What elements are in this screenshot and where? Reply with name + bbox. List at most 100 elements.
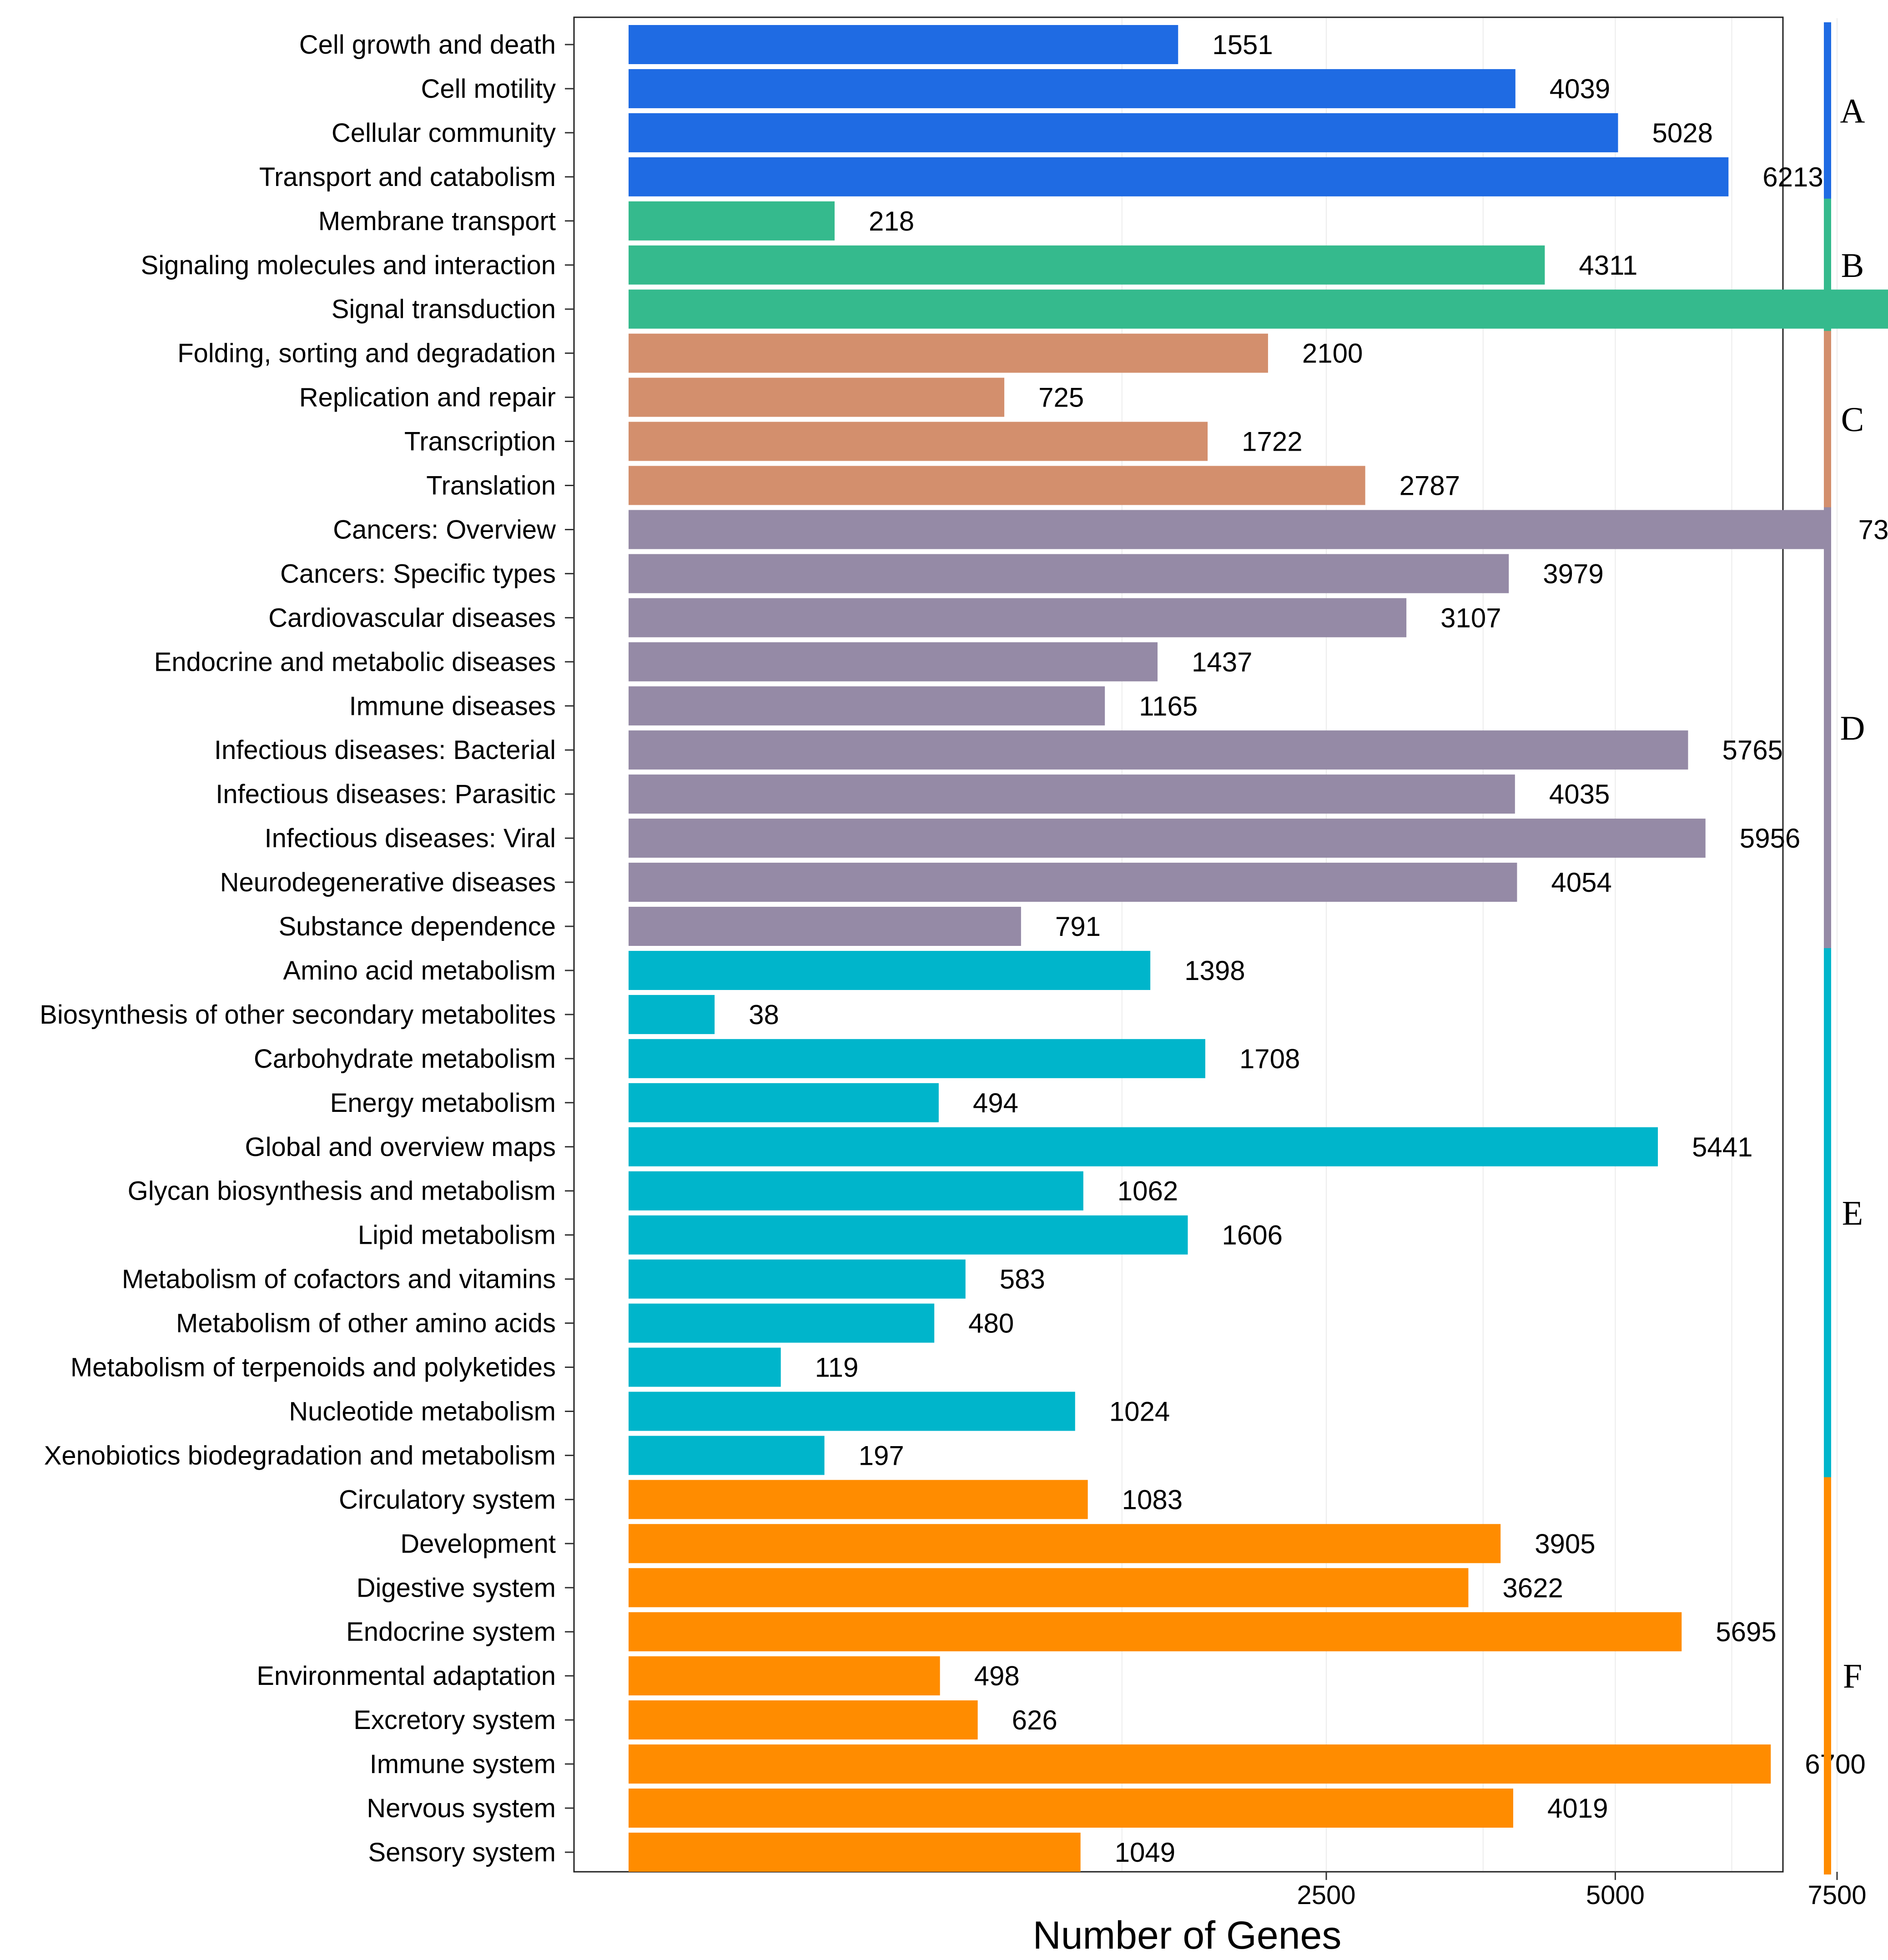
category-label: Metabolism of cofactors and vitamins — [122, 1265, 556, 1294]
category-label: Amino acid metabolism — [283, 956, 556, 985]
value-label: 7341 — [1858, 514, 1888, 545]
category-label: Biosynthesis of other secondary metaboli… — [40, 1000, 556, 1030]
category-label: Endocrine system — [346, 1617, 556, 1647]
bar — [629, 774, 1515, 814]
category-label: Infectious diseases: Viral — [265, 824, 556, 853]
x-axis-title: Number of Genes — [1033, 1914, 1342, 1957]
bar — [629, 333, 1268, 373]
group-label: C — [1841, 401, 1864, 439]
value-label: 3979 — [1543, 558, 1603, 589]
bar — [629, 157, 1729, 196]
category-label: Sensory system — [368, 1838, 556, 1867]
value-label: 480 — [968, 1308, 1014, 1339]
group-stripe — [1824, 22, 1831, 199]
bar — [629, 1083, 939, 1122]
bar — [629, 598, 1407, 638]
value-label: 791 — [1055, 911, 1101, 942]
bar — [629, 1039, 1205, 1078]
value-label: 3905 — [1535, 1528, 1595, 1559]
value-label: 5441 — [1692, 1132, 1752, 1162]
bar — [629, 377, 1005, 417]
category-label: Cell motility — [421, 74, 556, 104]
category-label: Membrane transport — [318, 206, 556, 236]
category-label: Replication and repair — [299, 383, 556, 412]
bar — [629, 466, 1365, 505]
bar — [629, 1789, 1513, 1828]
category-label: Cancers: Specific types — [280, 559, 556, 588]
category-label: Transcription — [404, 427, 556, 457]
value-label: 494 — [973, 1088, 1018, 1118]
value-label: 4039 — [1550, 74, 1610, 104]
bar — [629, 422, 1208, 461]
value-labels: 1551403950286213218431199752100725172227… — [749, 30, 1888, 1868]
value-label: 1708 — [1239, 1044, 1300, 1074]
bar — [629, 554, 1509, 593]
group-stripe — [1824, 198, 1831, 332]
value-label: 4311 — [1579, 250, 1637, 281]
value-label: 3107 — [1440, 603, 1501, 633]
bar — [629, 289, 1888, 329]
value-label: 583 — [1000, 1264, 1045, 1295]
value-label: 6700 — [1805, 1749, 1865, 1779]
bars — [629, 25, 1888, 1872]
category-label: Excretory system — [353, 1705, 556, 1735]
bar — [629, 1303, 935, 1343]
group-label: D — [1840, 709, 1865, 748]
bar — [629, 1524, 1501, 1563]
value-label: 1398 — [1184, 955, 1245, 986]
category-label: Cellular community — [332, 118, 556, 148]
category-label: Signal transduction — [332, 295, 556, 324]
bar — [629, 1215, 1188, 1255]
category-label: Immune diseases — [349, 691, 556, 721]
category-labels: Cell growth and death Cell motility Cellul… — [40, 30, 574, 1867]
category-label: Carbohydrate metabolism — [254, 1044, 556, 1074]
bar — [629, 863, 1517, 902]
bar — [629, 730, 1688, 770]
group-label: E — [1842, 1194, 1863, 1232]
category-label: Cardiovascular diseases — [268, 603, 556, 633]
category-label: Translation — [426, 471, 556, 501]
value-label: 38 — [749, 1000, 779, 1030]
bar — [629, 819, 1706, 858]
value-label: 1049 — [1115, 1837, 1175, 1868]
value-label: 498 — [974, 1661, 1020, 1691]
category-label: Lipid metabolism — [358, 1221, 556, 1250]
category-label: Digestive system — [357, 1573, 556, 1603]
bar — [629, 1259, 966, 1299]
bar — [629, 1656, 940, 1696]
category-label: Immune system — [370, 1749, 556, 1779]
value-label: 1437 — [1192, 647, 1252, 677]
value-label: 2787 — [1400, 471, 1460, 501]
x-tick-label: 7500 — [1807, 1880, 1866, 1910]
bar — [629, 950, 1151, 990]
bar — [629, 1612, 1682, 1652]
value-label: 1722 — [1242, 427, 1302, 457]
value-label: 5765 — [1722, 735, 1782, 765]
value-label: 2100 — [1302, 338, 1363, 369]
value-label: 1551 — [1212, 30, 1273, 60]
group-stripe — [1824, 331, 1831, 508]
category-label: Xenobiotics biodegradation and metabolis… — [44, 1441, 556, 1470]
bar — [629, 1436, 825, 1475]
value-label: 1606 — [1222, 1220, 1282, 1251]
bar — [629, 245, 1545, 285]
bar — [629, 1832, 1081, 1872]
category-label: Neurodegenerative diseases — [220, 868, 556, 897]
category-label: Endocrine and metabolic diseases — [154, 647, 556, 677]
bar — [629, 1127, 1658, 1166]
category-label: Signaling molecules and interaction — [141, 251, 556, 280]
category-label: Infectious diseases: Bacterial — [214, 735, 556, 765]
category-label: Infectious diseases: Parasitic — [216, 779, 556, 809]
category-label: Nervous system — [367, 1794, 556, 1823]
bar — [629, 642, 1158, 682]
value-label: 5956 — [1740, 823, 1800, 854]
value-label: 6213 — [1762, 162, 1823, 192]
category-label: Circulatory system — [339, 1485, 556, 1514]
x-tick-label: 2500 — [1297, 1880, 1355, 1910]
category-label: Metabolism of terpenoids and polyketides — [70, 1353, 556, 1382]
category-label: Cancers: Overview — [333, 515, 556, 544]
value-label: 1024 — [1109, 1396, 1170, 1427]
category-label: Metabolism of other amino acids — [176, 1309, 556, 1338]
category-label: Glycan biosynthesis and metabolism — [128, 1176, 556, 1206]
